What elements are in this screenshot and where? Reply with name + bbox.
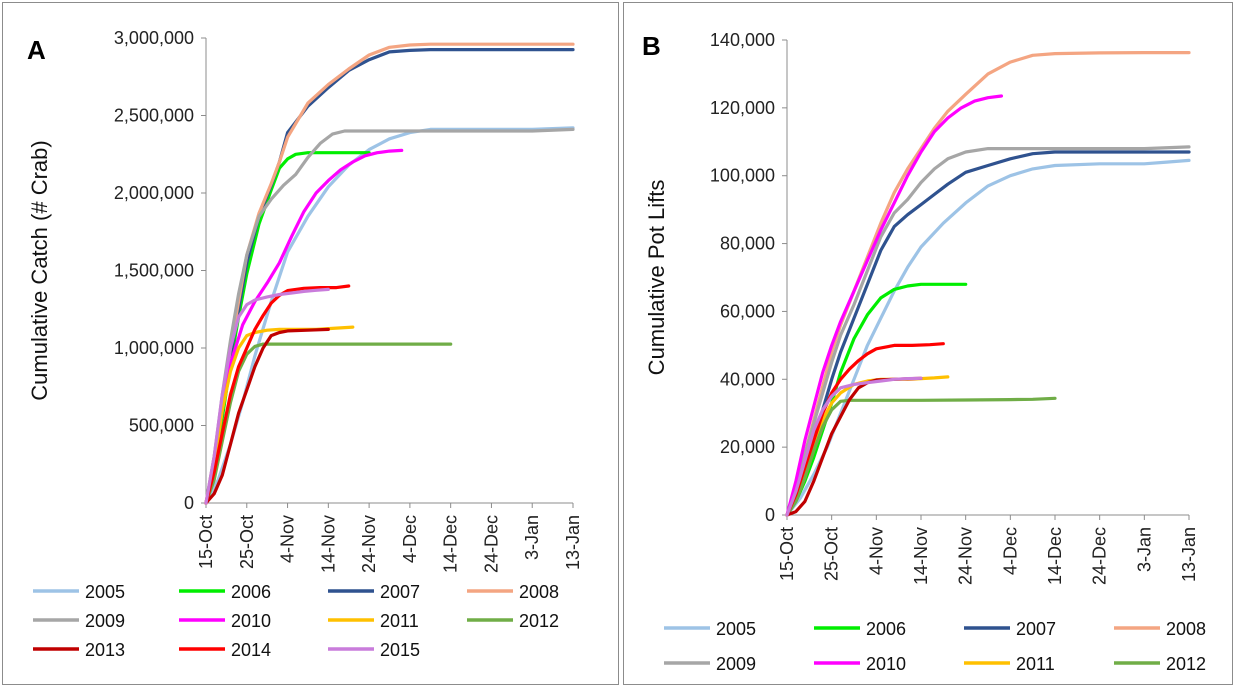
series-line-2015	[785, 376, 923, 517]
x-tick-label: 24-Nov	[956, 527, 976, 585]
legend-label-2011: 2011	[1016, 654, 1055, 674]
y-tick-label: 40,000	[720, 369, 775, 389]
panel-label: B	[642, 31, 661, 61]
series-line-2008	[785, 50, 1191, 517]
series-line-2014	[785, 342, 945, 517]
y-tick-label: 1,500,000	[114, 261, 194, 281]
legend-label-2006: 2006	[866, 619, 906, 639]
series-line-2012	[785, 396, 1057, 517]
panel-label: A	[27, 35, 46, 65]
x-tick-label: 15-Oct	[196, 515, 216, 569]
y-tick-label: 1,000,000	[114, 338, 194, 358]
legend-label-2010: 2010	[866, 654, 906, 674]
x-tick-label: 14-Dec	[1045, 527, 1065, 585]
x-tick-label: 24-Dec	[1090, 527, 1110, 585]
legend-label-2012: 2012	[519, 611, 559, 631]
legend-label-2008: 2008	[1166, 619, 1206, 639]
legend-label-2006: 2006	[231, 582, 271, 602]
x-tick-label: 4-Nov	[278, 515, 298, 563]
legend-label-2007: 2007	[1016, 619, 1056, 639]
y-tick-label: 0	[184, 493, 194, 513]
y-tick-label: 2,500,000	[114, 106, 194, 126]
y-tick-label: 2,000,000	[114, 183, 194, 203]
chart-b-svg: 0 20,000 40,000 60,000 80,000 100,000 120,000 1…	[642, 30, 1206, 674]
series-line-2012	[204, 342, 453, 505]
x-tick-label: 15-Oct	[777, 527, 797, 581]
legend-label-2005: 2005	[85, 582, 125, 602]
x-tick-label: 14-Dec	[441, 515, 461, 573]
legend-label-2008: 2008	[519, 582, 559, 602]
series-line-2008	[204, 42, 575, 505]
y-axis-title: Cumulative Pot Lifts	[644, 180, 669, 376]
legend-label-2014: 2014	[231, 640, 271, 660]
legend-label-2011: 2011	[380, 611, 419, 631]
x-tick-label: 4-Dec	[1000, 527, 1020, 575]
legend-label-2005: 2005	[716, 619, 756, 639]
y-tick-label: 80,000	[720, 234, 775, 254]
y-axis-title: Cumulative Catch (# Crab)	[27, 140, 52, 400]
y-tick-label: 100,000	[710, 166, 775, 186]
x-tick-label: 13-Jan	[563, 515, 583, 570]
panel-b: 0 20,000 40,000 60,000 80,000 100,000 120,000 1…	[623, 2, 1233, 685]
series-line-2014	[204, 284, 351, 505]
x-tick-label: 14-Nov	[911, 527, 931, 585]
x-tick-label: 25-Oct	[237, 515, 257, 569]
x-tick-label: 4-Nov	[866, 527, 886, 575]
series-line-2009	[785, 145, 1191, 517]
legend-label-2009: 2009	[85, 611, 125, 631]
legend-label-2009: 2009	[716, 654, 756, 674]
series-line-2009	[204, 127, 575, 505]
y-tick-label: 3,000,000	[114, 28, 194, 48]
legend-label-2010: 2010	[231, 611, 271, 631]
y-tick-label: 500,000	[129, 416, 194, 436]
y-tick-label: 140,000	[710, 30, 775, 50]
x-tick-label: 3-Jan	[522, 515, 542, 560]
series-line-2013	[204, 327, 330, 505]
legend-label-2013: 2013	[85, 640, 125, 660]
legend-label-2012: 2012	[1166, 654, 1206, 674]
x-tick-label: 4-Dec	[400, 515, 420, 563]
x-tick-label: 24-Nov	[359, 515, 379, 573]
series-line-2007	[204, 47, 575, 505]
legend-label-2015: 2015	[380, 640, 420, 660]
panel-a: 0 500,000 1,000,000 1,500,000 2,000,000 2,500…	[2, 2, 619, 685]
series-line-2005	[204, 126, 575, 505]
x-tick-label: 25-Oct	[822, 527, 842, 581]
y-tick-label: 60,000	[720, 301, 775, 321]
y-tick-label: 0	[765, 505, 775, 525]
y-tick-label: 120,000	[710, 98, 775, 118]
y-tick-label: 20,000	[720, 437, 775, 457]
x-tick-label: 3-Jan	[1134, 527, 1154, 572]
series-line-2007	[785, 150, 1191, 517]
chart-a-svg: 0 500,000 1,000,000 1,500,000 2,000,000 2,500…	[27, 28, 583, 660]
x-tick-label: 14-Nov	[318, 515, 338, 573]
series-line-2015	[204, 287, 330, 505]
legend-label-2007: 2007	[380, 582, 420, 602]
x-tick-label: 13-Jan	[1179, 527, 1199, 582]
x-tick-label: 24-Dec	[481, 515, 501, 573]
series-line-2010	[785, 94, 1003, 517]
